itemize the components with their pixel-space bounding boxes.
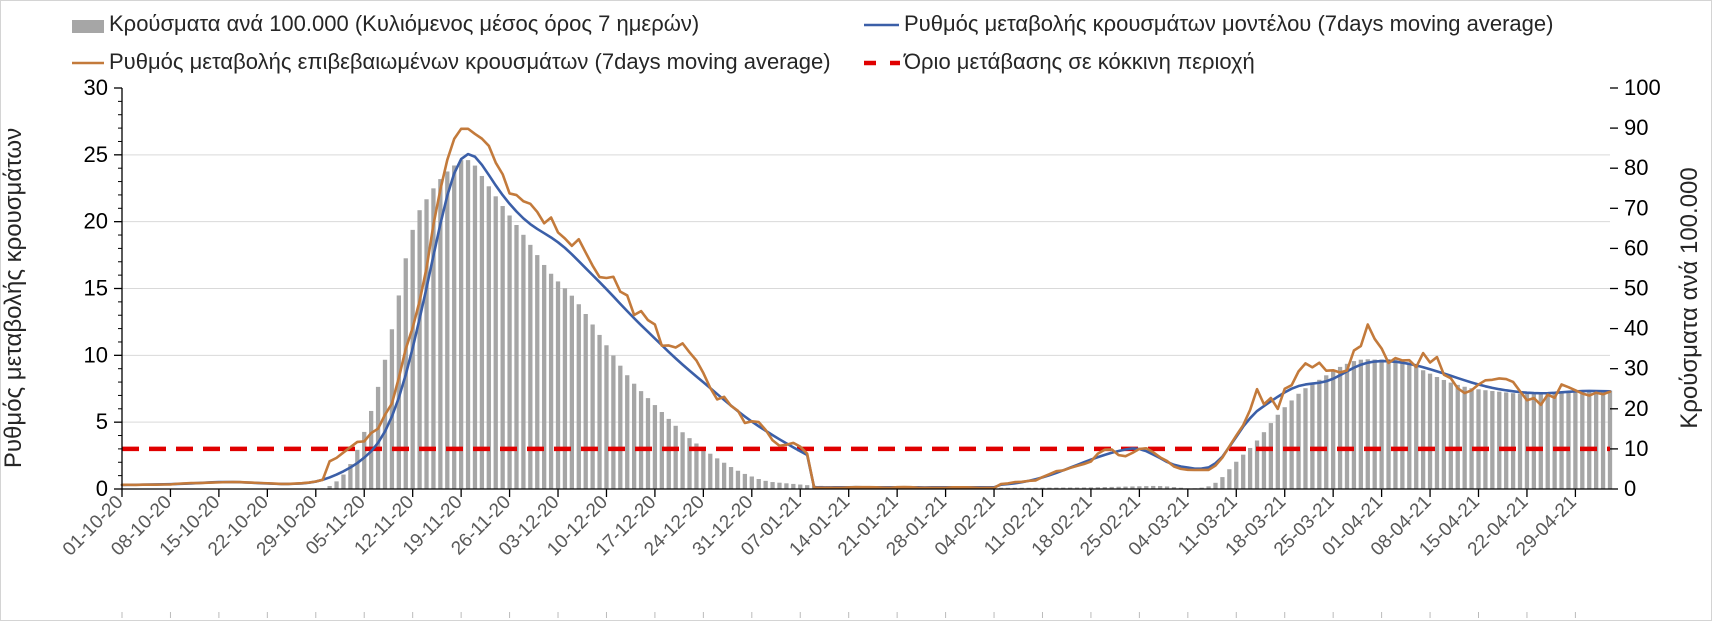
svg-text:20: 20 (84, 209, 108, 234)
svg-text:Κρούσματα ανά 100.000 (Κυλιόμε: Κρούσματα ανά 100.000 (Κυλιόμενος μέσος … (109, 11, 699, 36)
svg-text:Όριο μετάβασης σε κόκκινη περι: Όριο μετάβασης σε κόκκινη περιοχή (903, 49, 1255, 74)
svg-text:20: 20 (1624, 396, 1648, 421)
svg-text:90: 90 (1624, 115, 1648, 140)
svg-text:70: 70 (1624, 195, 1648, 220)
svg-text:100: 100 (1624, 75, 1661, 100)
svg-text:0: 0 (1624, 476, 1636, 501)
svg-text:10: 10 (1624, 436, 1648, 461)
svg-text:Ρυθμός μεταβολής κρουσμάτων: Ρυθμός μεταβολής κρουσμάτων (1, 128, 27, 468)
svg-text:Ρυθμός μεταβολής επιβεβαιωμένω: Ρυθμός μεταβολής επιβεβαιωμένων κρουσμάτ… (109, 49, 831, 74)
svg-text:25: 25 (84, 142, 108, 167)
svg-text:30: 30 (1624, 356, 1648, 381)
svg-text:80: 80 (1624, 155, 1648, 180)
svg-text:Κρούσματα ανά 100.000: Κρούσματα ανά 100.000 (1676, 167, 1703, 429)
svg-text:5: 5 (96, 409, 108, 434)
svg-text:40: 40 (1624, 316, 1648, 341)
svg-text:15: 15 (84, 276, 108, 301)
svg-text:30: 30 (84, 75, 108, 100)
svg-text:50: 50 (1624, 276, 1648, 301)
svg-text:60: 60 (1624, 235, 1648, 260)
svg-text:10: 10 (84, 342, 108, 367)
svg-text:Ρυθμός μεταβολής κρουσμάτων μο: Ρυθμός μεταβολής κρουσμάτων μοντέλου (7d… (904, 11, 1553, 36)
